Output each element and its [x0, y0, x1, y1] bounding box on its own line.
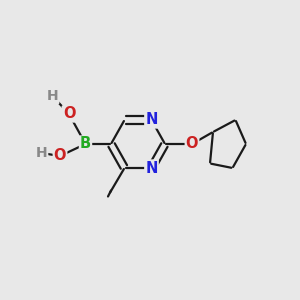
Text: N: N [145, 160, 158, 175]
Text: N: N [145, 112, 158, 128]
Text: H: H [47, 89, 58, 103]
Text: B: B [80, 136, 91, 152]
Text: O: O [63, 106, 75, 122]
Text: O: O [54, 148, 66, 164]
Text: H: H [36, 146, 47, 160]
Text: O: O [186, 136, 198, 152]
